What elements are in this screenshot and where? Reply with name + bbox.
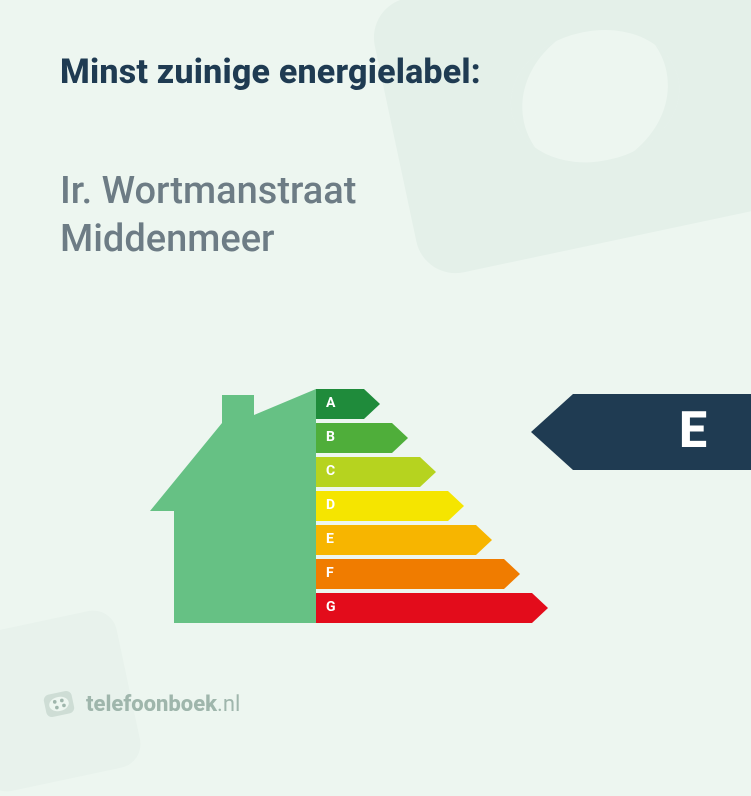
bar-label: C	[326, 463, 335, 479]
bar-label: F	[326, 565, 334, 581]
address-text: Ir. Wortmanstraat Middenmeer	[60, 168, 356, 263]
bar-shape	[316, 559, 520, 589]
bar-shape	[316, 593, 548, 623]
bar-label: E	[326, 531, 334, 547]
bar-label: G	[326, 599, 336, 615]
bar-shape	[316, 525, 492, 555]
brand-tld: .nl	[217, 692, 240, 717]
watermark-card	[366, 0, 751, 281]
bar-label: B	[326, 429, 335, 445]
indicator-arrow	[531, 394, 751, 470]
brand-text: telefoonboek.nl	[86, 692, 240, 717]
bar-label: D	[326, 497, 335, 513]
indicator-letter: E	[679, 402, 707, 460]
bar-shape	[316, 491, 464, 521]
rating-indicator: E	[531, 394, 751, 470]
bar-label: A	[326, 395, 335, 411]
page-title: Minst zuinige energielabel:	[60, 52, 481, 92]
logo-icon	[42, 687, 76, 721]
footer: telefoonboek.nl	[42, 687, 240, 721]
brand-name: telefoonboek	[86, 692, 217, 717]
house-icon	[150, 365, 318, 625]
